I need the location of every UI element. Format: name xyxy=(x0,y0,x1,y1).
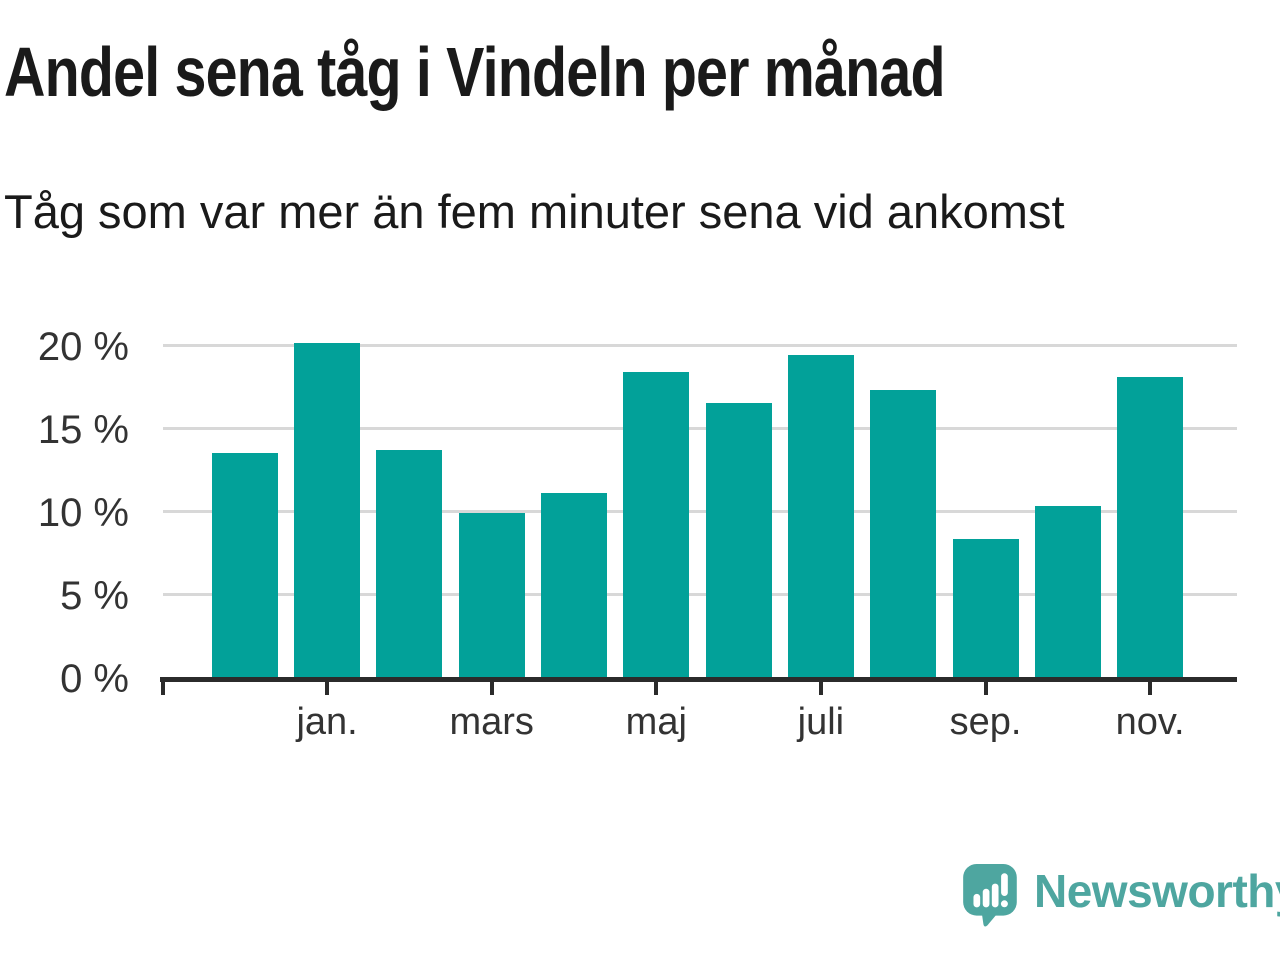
y-axis-label: 10 % xyxy=(37,491,129,535)
chart-subtitle: Tåg som var mer än fem minuter sena vid … xyxy=(4,185,1065,238)
bar-month-1 xyxy=(211,452,278,677)
bar-jan xyxy=(294,343,361,677)
bar-month-5 xyxy=(541,492,607,677)
x-axis-label: sep. xyxy=(949,701,1022,743)
x-axis-tick xyxy=(1148,682,1153,695)
y-axis-label: 0 % xyxy=(60,657,129,701)
bar-nov xyxy=(1117,376,1184,677)
bar-maj xyxy=(623,371,690,677)
chart-title: Andel sena tåg i Vindeln per månad xyxy=(4,33,946,111)
x-axis-tick xyxy=(654,682,659,695)
x-axis-label: juli xyxy=(797,701,845,743)
bar-month-3 xyxy=(376,449,443,677)
gridline-15 xyxy=(162,426,1237,430)
y-axis-label: 15 % xyxy=(37,408,129,452)
bar-juli xyxy=(787,354,854,677)
bar-month-11 xyxy=(1034,506,1101,677)
x-axis-line xyxy=(160,677,1237,682)
x-axis-tick xyxy=(818,682,823,695)
bar-mars xyxy=(458,512,525,677)
y-axis-label: 5 % xyxy=(60,574,129,618)
newsworthy-logo-icon xyxy=(963,864,1017,927)
gridline-5 xyxy=(162,592,1237,596)
x-axis-label: nov. xyxy=(1115,701,1185,743)
newsworthy-logo-text: Newsworthy xyxy=(1034,865,1280,917)
x-axis-tick xyxy=(325,682,330,695)
gridline-20 xyxy=(162,343,1237,347)
x-axis-label: mars xyxy=(449,701,534,743)
x-axis-tick xyxy=(160,682,165,695)
x-axis-tick xyxy=(983,682,988,695)
bar-month-7 xyxy=(705,403,772,677)
gridline-10 xyxy=(162,509,1237,513)
x-axis-tick xyxy=(489,682,494,695)
x-axis-label: jan. xyxy=(296,701,358,743)
bar-sep xyxy=(952,539,1019,677)
bar-month-9 xyxy=(870,389,937,677)
newsworthy-logo: Newsworthy xyxy=(963,862,1280,932)
x-axis-label: maj xyxy=(625,701,687,743)
y-axis-label: 20 % xyxy=(37,325,129,369)
